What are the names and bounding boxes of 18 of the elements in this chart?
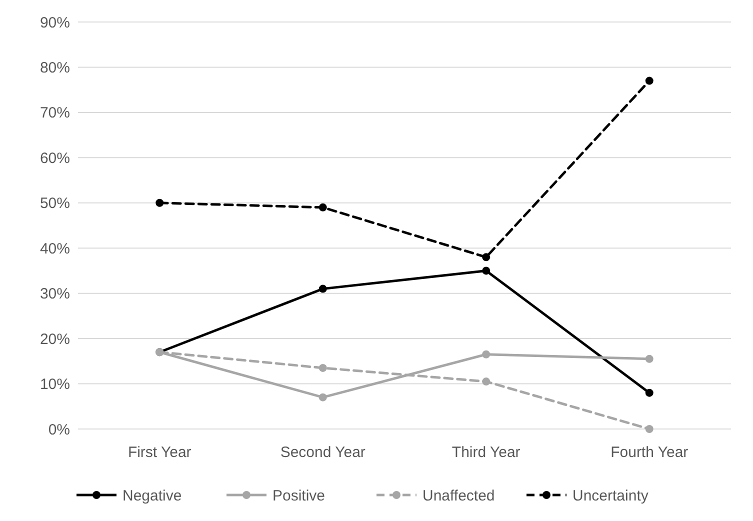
legend-label: Negative: [122, 487, 182, 504]
legend-label: Uncertainty: [572, 487, 649, 504]
legend-label: Unaffected: [422, 487, 495, 504]
y-tick-label: 50%: [40, 195, 70, 212]
y-tick-label: 90%: [40, 14, 70, 32]
y-tick-label: 40%: [40, 240, 70, 258]
y-tick-label: 20%: [40, 330, 70, 348]
x-tick-label: First Year: [128, 444, 192, 461]
y-tick-label: 10%: [40, 376, 70, 394]
x-tick-label: Second Year: [280, 444, 366, 461]
y-tick-label: 70%: [40, 104, 70, 122]
legend-label: Positive: [272, 487, 326, 504]
x-tick-label: Third Year: [452, 444, 520, 461]
y-tick-label: 30%: [40, 286, 70, 303]
y-tick-label: 60%: [40, 150, 70, 167]
x-tick-label: Fourth Year: [610, 444, 688, 461]
y-tick-label: 80%: [40, 59, 70, 76]
y-tick-label: 0%: [48, 421, 70, 438]
